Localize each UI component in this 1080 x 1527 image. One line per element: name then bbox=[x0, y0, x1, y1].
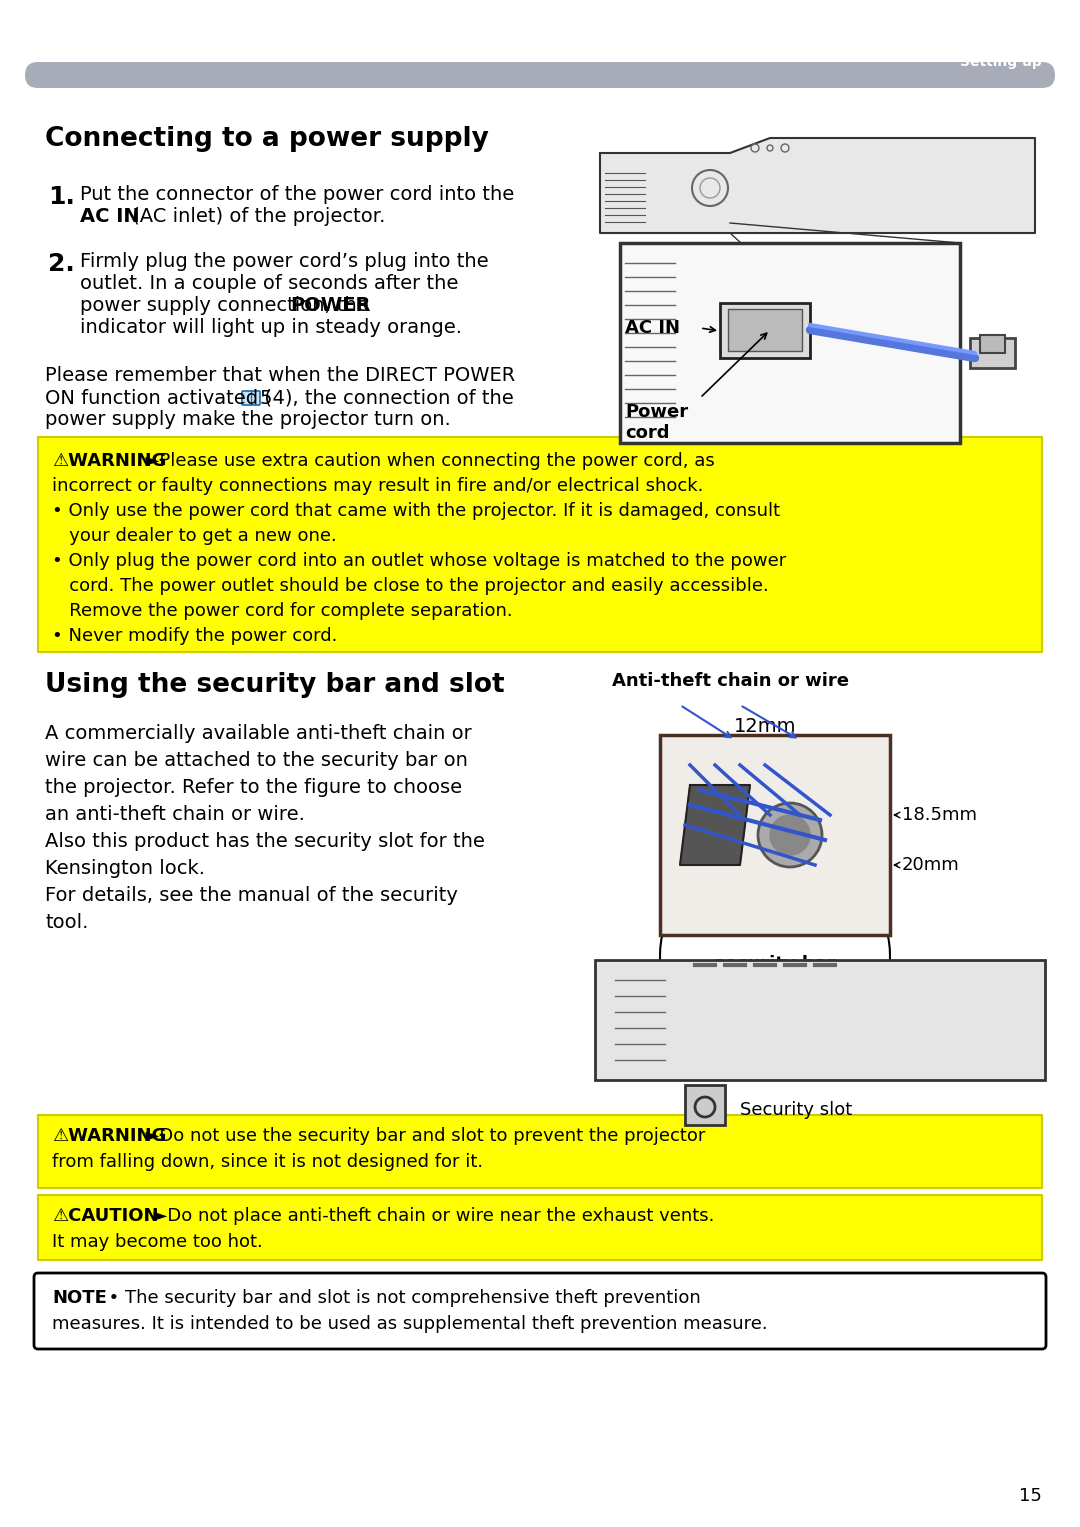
Circle shape bbox=[770, 815, 810, 855]
Text: the projector. Refer to the figure to choose: the projector. Refer to the figure to ch… bbox=[45, 777, 462, 797]
Text: ►Do not place anti-theft chain or wire near the exhaust vents.: ►Do not place anti-theft chain or wire n… bbox=[141, 1206, 714, 1225]
Bar bbox=[720, 302, 810, 357]
Text: • The security bar and slot is not comprehensive theft prevention: • The security bar and slot is not compr… bbox=[97, 1289, 701, 1307]
Bar bbox=[38, 1196, 1042, 1260]
Text: • Only plug the power cord into an outlet whose voltage is matched to the power: • Only plug the power cord into an outle… bbox=[52, 551, 786, 570]
Text: tool.: tool. bbox=[45, 913, 89, 931]
Text: from falling down, since it is not designed for it.: from falling down, since it is not desig… bbox=[52, 1153, 483, 1171]
Bar bbox=[685, 1086, 725, 1125]
Text: 15: 15 bbox=[1020, 1487, 1042, 1506]
Text: 12mm: 12mm bbox=[733, 718, 796, 736]
Text: Setting up: Setting up bbox=[960, 55, 1042, 69]
Text: It may become too hot.: It may become too hot. bbox=[52, 1232, 262, 1251]
Text: (AC inlet) of the projector.: (AC inlet) of the projector. bbox=[126, 208, 386, 226]
Polygon shape bbox=[600, 137, 1035, 234]
Text: Anti-theft chain or wire: Anti-theft chain or wire bbox=[611, 672, 849, 690]
Text: 20mm: 20mm bbox=[902, 857, 960, 873]
Bar bbox=[38, 1115, 1042, 1188]
Text: Firmly plug the power cord’s plug into the: Firmly plug the power cord’s plug into t… bbox=[80, 252, 488, 270]
Bar bbox=[970, 337, 1015, 368]
Text: ON function activated (: ON function activated ( bbox=[45, 388, 272, 408]
Text: • Only use the power cord that came with the projector. If it is damaged, consul: • Only use the power cord that came with… bbox=[52, 502, 780, 521]
Text: ►Do not use the security bar and slot to prevent the projector: ►Do not use the security bar and slot to… bbox=[134, 1127, 705, 1145]
Polygon shape bbox=[680, 785, 750, 864]
Text: measures. It is intended to be used as supplemental theft prevention measure.: measures. It is intended to be used as s… bbox=[52, 1315, 768, 1333]
Text: Please remember that when the DIRECT POWER: Please remember that when the DIRECT POW… bbox=[45, 366, 515, 385]
Text: your dealer to get a new one.: your dealer to get a new one. bbox=[52, 527, 337, 545]
Text: Using the security bar and slot: Using the security bar and slot bbox=[45, 672, 504, 698]
Text: For details, see the manual of the security: For details, see the manual of the secur… bbox=[45, 886, 458, 906]
Bar bbox=[38, 437, 1042, 652]
Text: NOTE: NOTE bbox=[52, 1289, 107, 1307]
Text: AC IN: AC IN bbox=[80, 208, 139, 226]
Text: ⚠CAUTION: ⚠CAUTION bbox=[52, 1206, 159, 1225]
Text: Remove the power cord for complete separation.: Remove the power cord for complete separ… bbox=[52, 602, 513, 620]
Text: ►Please use extra caution when connecting the power cord, as: ►Please use extra caution when connectin… bbox=[134, 452, 715, 470]
Text: Also this product has the security slot for the: Also this product has the security slot … bbox=[45, 832, 485, 851]
Text: security bar: security bar bbox=[714, 954, 836, 973]
Bar bbox=[620, 243, 960, 443]
Text: Put the connector of the power cord into the: Put the connector of the power cord into… bbox=[80, 185, 514, 205]
Text: an anti-theft chain or wire.: an anti-theft chain or wire. bbox=[45, 805, 305, 825]
Text: incorrect or faulty connections may result in fire and/or electrical shock.: incorrect or faulty connections may resu… bbox=[52, 476, 703, 495]
Text: A commercially available anti-theft chain or: A commercially available anti-theft chai… bbox=[45, 724, 472, 744]
Text: ⚠WARNING: ⚠WARNING bbox=[52, 1127, 166, 1145]
Text: indicator will light up in steady orange.: indicator will light up in steady orange… bbox=[80, 318, 462, 337]
Text: wire can be attached to the security bar on: wire can be attached to the security bar… bbox=[45, 751, 468, 770]
Text: AC IN: AC IN bbox=[625, 319, 680, 337]
Text: Power
cord: Power cord bbox=[625, 403, 688, 441]
Circle shape bbox=[758, 803, 822, 867]
FancyBboxPatch shape bbox=[25, 63, 1055, 89]
FancyBboxPatch shape bbox=[33, 1274, 1047, 1348]
Bar bbox=[728, 308, 802, 351]
Bar bbox=[980, 334, 1005, 353]
Text: Connecting to a power supply: Connecting to a power supply bbox=[45, 127, 489, 153]
Bar bbox=[660, 734, 890, 935]
Text: Kensington lock.: Kensington lock. bbox=[45, 860, 205, 878]
Text: POWER: POWER bbox=[291, 296, 370, 315]
Text: Security slot: Security slot bbox=[740, 1101, 852, 1119]
Text: cord. The power outlet should be close to the projector and easily accessible.: cord. The power outlet should be close t… bbox=[52, 577, 769, 596]
Text: 2.: 2. bbox=[48, 252, 75, 276]
Text: 54), the connection of the: 54), the connection of the bbox=[260, 388, 514, 408]
FancyBboxPatch shape bbox=[242, 391, 260, 405]
Text: power supply connection, the: power supply connection, the bbox=[80, 296, 375, 315]
Text: • Never modify the power cord.: • Never modify the power cord. bbox=[52, 628, 337, 644]
Bar bbox=[595, 960, 1045, 1080]
Text: 18.5mm: 18.5mm bbox=[902, 806, 977, 825]
Text: 1.: 1. bbox=[48, 185, 75, 209]
Text: ⚠WARNING: ⚠WARNING bbox=[52, 452, 166, 470]
Text: power supply make the projector turn on.: power supply make the projector turn on. bbox=[45, 411, 450, 429]
Text: outlet. In a couple of seconds after the: outlet. In a couple of seconds after the bbox=[80, 273, 458, 293]
